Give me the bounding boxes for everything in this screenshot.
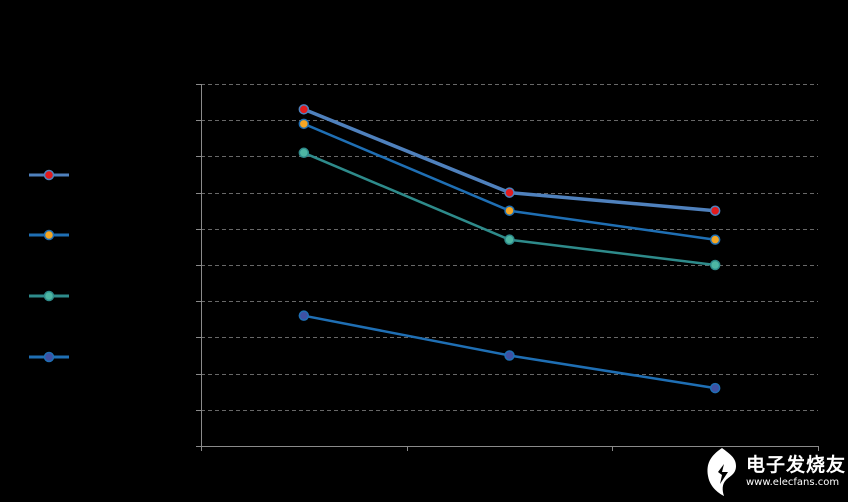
data-point: [298, 310, 310, 321]
legend-item-2: [28, 228, 70, 242]
legend-item-4: [28, 350, 70, 364]
legend-swatch: [29, 169, 69, 181]
data-point: [298, 147, 310, 159]
data-point: [504, 350, 515, 361]
series-2-line: [303, 122, 716, 241]
legend-swatch: [29, 351, 69, 363]
data-point: [298, 104, 310, 115]
legend-swatch: [29, 229, 69, 241]
watermark-url: www.elecfans.com: [746, 477, 840, 488]
series-4: [298, 310, 721, 394]
legend-swatch-marker: [43, 351, 55, 363]
series-lines: [298, 104, 721, 394]
axes: [196, 84, 819, 451]
grid-lines: [201, 84, 818, 411]
watermark-logo-text: 电子发烧友: [746, 454, 847, 476]
data-point: [504, 234, 515, 245]
data-point: [709, 205, 721, 216]
data-point: [504, 187, 515, 198]
legend-swatch-marker: [43, 169, 55, 181]
watermark: 电子发烧友 www.elecfans.com: [700, 446, 845, 498]
data-point: [504, 205, 515, 216]
series-3: [298, 147, 721, 271]
legend-item-3: [28, 289, 70, 303]
legend-swatch-marker: [43, 290, 55, 302]
legend-item-1: [28, 168, 70, 182]
legend-swatch-marker: [43, 229, 55, 241]
legend-swatch: [29, 290, 69, 302]
data-point: [709, 382, 721, 394]
series-1: [298, 104, 721, 216]
data-point: [709, 234, 721, 245]
elecfans-logo-icon: [707, 448, 736, 496]
series-2: [298, 118, 721, 245]
data-point: [298, 118, 310, 130]
data-point: [709, 259, 721, 271]
